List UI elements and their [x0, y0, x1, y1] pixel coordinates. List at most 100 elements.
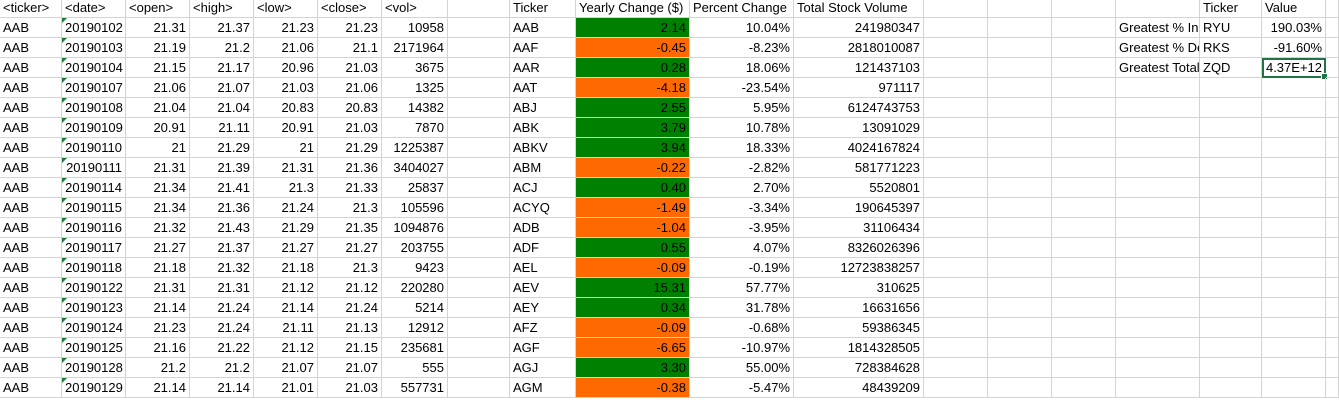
cell[interactable] — [988, 0, 1052, 18]
yearly-change-cell[interactable]: -1.04 — [576, 218, 690, 238]
yearly-change-cell[interactable]: 0.40 — [576, 178, 690, 198]
cell[interactable] — [988, 118, 1052, 138]
date-cell[interactable]: 20190128 — [62, 358, 126, 378]
close-cell[interactable]: 21.03 — [318, 58, 382, 78]
cell[interactable] — [1116, 218, 1200, 238]
cell[interactable] — [988, 278, 1052, 298]
cell[interactable] — [1052, 358, 1116, 378]
close-cell[interactable]: 21.29 — [318, 138, 382, 158]
cell[interactable] — [1326, 18, 1339, 38]
ticker-cell[interactable]: AAB — [0, 18, 62, 38]
greatest-value-cell[interactable]: 190.03% — [1262, 18, 1326, 38]
percent-change-cell[interactable]: 18.06% — [690, 58, 794, 78]
cell[interactable] — [988, 378, 1052, 398]
close-cell[interactable]: 20.83 — [318, 98, 382, 118]
cell[interactable] — [1116, 358, 1200, 378]
greatest-label-cell[interactable]: Greatest Total Volume — [1116, 58, 1200, 78]
date-cell[interactable]: 20190129 — [62, 378, 126, 398]
cell[interactable] — [448, 318, 510, 338]
cell[interactable] — [1116, 338, 1200, 358]
cell[interactable] — [1326, 198, 1339, 218]
cell[interactable] — [988, 198, 1052, 218]
summary-ticker-cell[interactable]: AGJ — [510, 358, 576, 378]
cell[interactable] — [448, 338, 510, 358]
cell[interactable] — [448, 178, 510, 198]
total-volume-cell[interactable]: 59386345 — [794, 318, 924, 338]
vol-cell[interactable]: 3404027 — [382, 158, 448, 178]
cell[interactable] — [1326, 358, 1339, 378]
percent-change-cell[interactable]: 4.07% — [690, 238, 794, 258]
cell[interactable] — [1116, 238, 1200, 258]
cell[interactable] — [448, 138, 510, 158]
cell[interactable] — [1200, 118, 1262, 138]
cell[interactable] — [1200, 278, 1262, 298]
column-header[interactable]: <close> — [318, 0, 382, 18]
date-cell[interactable]: 20190116 — [62, 218, 126, 238]
cell[interactable] — [988, 138, 1052, 158]
total-volume-cell[interactable]: 5520801 — [794, 178, 924, 198]
selected-cell[interactable]: 4.37E+12 — [1262, 58, 1328, 80]
high-cell[interactable]: 21.41 — [190, 178, 254, 198]
cell[interactable] — [1052, 58, 1116, 78]
cell[interactable] — [1262, 218, 1326, 238]
yearly-change-cell[interactable]: -1.49 — [576, 198, 690, 218]
percent-change-cell[interactable]: -0.68% — [690, 318, 794, 338]
vol-cell[interactable]: 105596 — [382, 198, 448, 218]
percent-change-cell[interactable]: 2.70% — [690, 178, 794, 198]
close-cell[interactable]: 21.06 — [318, 78, 382, 98]
cell[interactable] — [924, 38, 988, 58]
cell[interactable] — [448, 98, 510, 118]
ticker-cell[interactable]: AAB — [0, 258, 62, 278]
vol-cell[interactable]: 12912 — [382, 318, 448, 338]
close-cell[interactable]: 21.3 — [318, 198, 382, 218]
open-cell[interactable]: 21.31 — [126, 278, 190, 298]
cell[interactable] — [1262, 318, 1326, 338]
close-cell[interactable]: 21.23 — [318, 18, 382, 38]
open-cell[interactable]: 21.14 — [126, 298, 190, 318]
cell[interactable] — [1116, 278, 1200, 298]
cell[interactable] — [448, 298, 510, 318]
cell[interactable] — [988, 78, 1052, 98]
total-volume-cell[interactable]: 310625 — [794, 278, 924, 298]
date-cell[interactable]: 20190102 — [62, 18, 126, 38]
ticker-cell[interactable]: AAB — [0, 78, 62, 98]
open-cell[interactable]: 21.31 — [126, 18, 190, 38]
high-cell[interactable]: 21.24 — [190, 298, 254, 318]
summary-ticker-cell[interactable]: AEL — [510, 258, 576, 278]
column-header[interactable]: Percent Change — [690, 0, 794, 18]
vol-cell[interactable]: 203755 — [382, 238, 448, 258]
yearly-change-cell[interactable]: -0.45 — [576, 38, 690, 58]
total-volume-cell[interactable]: 13091029 — [794, 118, 924, 138]
low-cell[interactable]: 21.31 — [254, 158, 318, 178]
column-header[interactable]: <date> — [62, 0, 126, 18]
yearly-change-cell[interactable]: -0.09 — [576, 258, 690, 278]
high-cell[interactable]: 21.29 — [190, 138, 254, 158]
low-cell[interactable]: 21.12 — [254, 278, 318, 298]
percent-change-cell[interactable]: -3.34% — [690, 198, 794, 218]
total-volume-cell[interactable]: 728384628 — [794, 358, 924, 378]
column-header[interactable]: <ticker> — [0, 0, 62, 18]
cell[interactable] — [988, 58, 1052, 78]
cell[interactable] — [1052, 0, 1116, 18]
open-cell[interactable]: 21.15 — [126, 58, 190, 78]
close-cell[interactable]: 21.3 — [318, 258, 382, 278]
low-cell[interactable]: 21.07 — [254, 358, 318, 378]
ticker-cell[interactable]: AAB — [0, 278, 62, 298]
ticker-cell[interactable]: AAB — [0, 298, 62, 318]
cell[interactable] — [448, 78, 510, 98]
open-cell[interactable]: 21.2 — [126, 358, 190, 378]
cell[interactable] — [1052, 98, 1116, 118]
summary-ticker-cell[interactable]: ADF — [510, 238, 576, 258]
close-cell[interactable]: 21.12 — [318, 278, 382, 298]
fill-handle[interactable] — [1321, 73, 1328, 80]
cell[interactable] — [1262, 298, 1326, 318]
summary-ticker-cell[interactable]: AGF — [510, 338, 576, 358]
total-volume-cell[interactable]: 31106434 — [794, 218, 924, 238]
date-cell[interactable]: 20190111 — [62, 158, 126, 178]
cell[interactable] — [1200, 378, 1262, 398]
yearly-change-cell[interactable]: -0.22 — [576, 158, 690, 178]
cell[interactable] — [988, 298, 1052, 318]
cell[interactable] — [1052, 178, 1116, 198]
cell[interactable] — [1262, 78, 1326, 98]
date-cell[interactable]: 20190109 — [62, 118, 126, 138]
